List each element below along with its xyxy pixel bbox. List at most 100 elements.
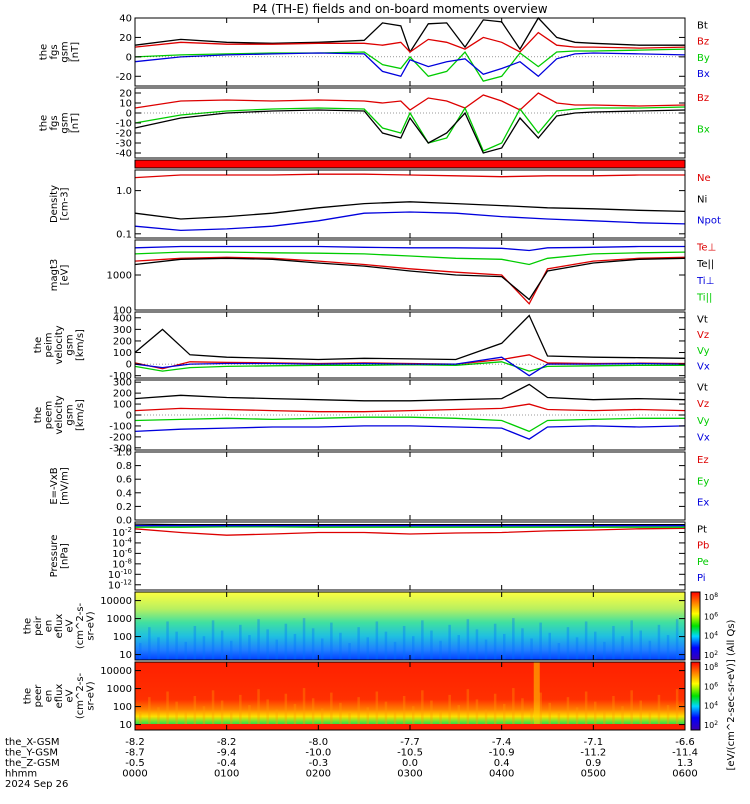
- y-axis-label: peer: [33, 684, 44, 708]
- footer-row-label: the_Y-GSM: [5, 748, 58, 759]
- footer-value: 1.3: [677, 758, 693, 769]
- spectrogram-streak: [412, 636, 415, 660]
- y-tick-label: 0: [126, 52, 132, 63]
- spectrogram-streak: [485, 640, 488, 660]
- footer-value: -0.4: [217, 758, 237, 769]
- y-axis-label: the: [38, 115, 49, 131]
- series-line-By: [135, 49, 685, 81]
- spectrogram-streak: [530, 638, 533, 660]
- red-flag-bar: [135, 160, 685, 168]
- y-tick-label: 400: [113, 313, 132, 324]
- footer-value: -7.1: [584, 737, 604, 748]
- y-tick-label: 0: [126, 360, 132, 371]
- y-tick-label: 10: [119, 650, 132, 661]
- legend-label: Pi: [697, 573, 706, 584]
- legend-label: Npot: [697, 216, 721, 227]
- legend-label: Ex: [697, 498, 709, 509]
- y-axis-label: velocity: [54, 325, 65, 364]
- spectrogram-streak: [157, 637, 160, 660]
- footer-row-label: the_Z-GSM: [5, 758, 60, 769]
- footer-value: -8.0: [309, 737, 329, 748]
- spectrogram-streak: [603, 642, 606, 660]
- y-tick-label: 300: [113, 325, 132, 336]
- y-axis-label: [eV]: [59, 265, 70, 286]
- spectrogram-streak: [549, 633, 552, 660]
- y-axis-label: the: [33, 407, 44, 423]
- series-line-Ti: [135, 247, 685, 251]
- y-tick-label: 200: [113, 336, 132, 347]
- spectrogram-streak: [294, 634, 297, 660]
- spectrogram-streak: [330, 623, 333, 660]
- series-line-Vt: [135, 384, 685, 400]
- y-axis-label: the: [38, 44, 49, 60]
- y-tick-label: 1.0: [116, 186, 132, 197]
- colorbar-tick-label: 106: [704, 681, 718, 691]
- spectrogram-streak: [221, 631, 224, 660]
- y-tick-label: 10000: [100, 596, 132, 607]
- footer-value: 0.9: [585, 758, 601, 769]
- spectrogram-streak: [312, 628, 315, 660]
- panel-frame: [135, 312, 685, 378]
- spectrogram-streak: [303, 618, 306, 660]
- colorbar-tick-label: 108: [704, 662, 718, 672]
- colorbar-unit-label: [eV/(cm^2-sec-sr-eV)] (All Qs): [726, 619, 737, 770]
- series-line-Ni: [135, 202, 685, 219]
- footer-value: -8.2: [125, 737, 145, 748]
- y-tick-label: 200: [113, 389, 132, 400]
- spectrogram-streak: [257, 619, 260, 660]
- series-line-Pb: [135, 528, 685, 535]
- footer-row-label: the_X-GSM: [5, 737, 59, 748]
- y-tick-label: 1.0: [116, 448, 132, 459]
- y-tick-label: 0: [126, 411, 132, 422]
- footer-value: -6.6: [675, 737, 695, 748]
- legend-label: Bx: [697, 69, 710, 80]
- panel-frame: [135, 452, 685, 520]
- y-tick-label: 20: [119, 33, 132, 44]
- spectrogram-streak: [439, 641, 442, 660]
- y-axis-label: magt3: [49, 259, 60, 292]
- footer-value: -9.4: [217, 748, 237, 759]
- series-line-Vy: [135, 417, 685, 431]
- y-axis-label: gsm: [65, 404, 76, 425]
- y-tick-label: -100: [109, 421, 132, 432]
- y-tick-label: 10000: [100, 666, 132, 677]
- spectrogram-streak: [494, 624, 497, 660]
- spectrogram-streak: [630, 620, 633, 660]
- footer-value: 0400: [489, 769, 514, 780]
- legend-label: Vx: [697, 433, 710, 444]
- y-axis-label: sr-eV): [86, 611, 97, 640]
- footer-value: -8.2: [217, 737, 237, 748]
- spectrogram-streak: [512, 618, 515, 660]
- y-axis-label: [km/s]: [75, 399, 86, 431]
- footer-value: 0.0: [402, 758, 418, 769]
- spectrogram-streak: [676, 619, 679, 660]
- spectrogram-streak: [212, 620, 215, 660]
- y-tick-label: 0.2: [116, 502, 132, 513]
- series-line-Npot: [135, 212, 685, 230]
- y-tick-label: -40: [116, 149, 132, 160]
- legend-label: Bt: [697, 20, 708, 31]
- spectrogram-streak: [503, 634, 506, 660]
- y-axis-label: sr-eV): [86, 681, 97, 710]
- footer-value: 0600: [672, 769, 697, 780]
- y-tick-label: 0.4: [116, 488, 132, 499]
- spectrogram-streak: [649, 641, 652, 660]
- legend-label: Ni: [697, 194, 707, 205]
- y-axis-label: the: [23, 618, 34, 634]
- spectrogram-streak: [367, 637, 370, 660]
- spectrogram-streak: [139, 643, 142, 660]
- legend-label: Ne: [697, 173, 711, 184]
- series-line-black: [135, 110, 685, 153]
- y-tick-label: -200: [109, 432, 132, 443]
- spectrogram-streak: [148, 627, 151, 660]
- y-tick-label: 1000: [107, 684, 132, 695]
- colorbar-tick-label: 102: [704, 650, 718, 660]
- spectrogram-streak: [585, 621, 588, 660]
- y-axis-label: [nPa]: [59, 543, 70, 569]
- spectrogram-streak: [357, 627, 360, 660]
